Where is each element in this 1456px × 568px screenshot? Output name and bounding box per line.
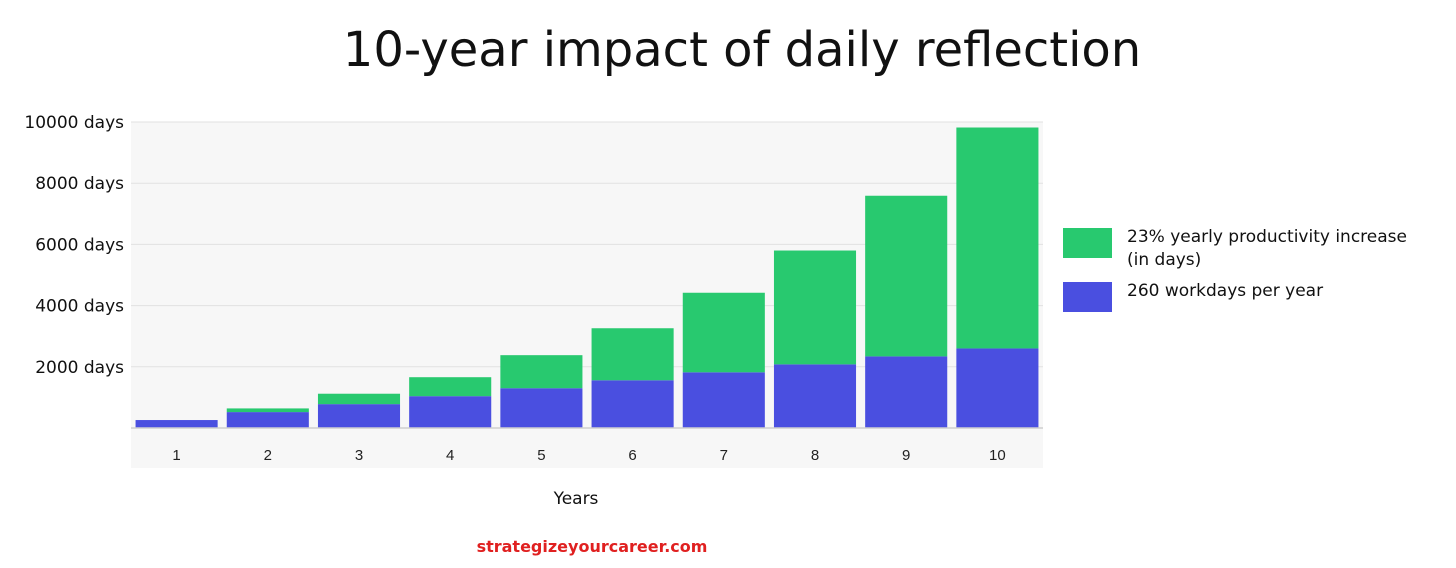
- bar-segment: [865, 195, 948, 357]
- bar-segment: [226, 408, 309, 413]
- x-tick-label: 4: [446, 447, 454, 464]
- bar-segment: [956, 348, 1039, 428]
- y-tick-label: 6000 days: [35, 235, 124, 255]
- bar-segment: [865, 356, 948, 428]
- legend-swatch: [1063, 228, 1112, 258]
- bar-segment: [135, 420, 218, 428]
- x-axis-title: Years: [553, 489, 599, 509]
- bar-segment: [226, 412, 309, 428]
- x-tick-label: 9: [902, 447, 910, 464]
- bar-segment: [317, 404, 401, 428]
- y-tick-label: 10000 days: [24, 113, 124, 133]
- y-tick-label: 4000 days: [35, 297, 124, 317]
- y-tick-label: 2000 days: [35, 358, 124, 378]
- y-tick-label: 8000 days: [35, 174, 124, 194]
- legend-label: 260 workdays per year: [1127, 281, 1323, 301]
- bar-segment: [409, 396, 492, 428]
- x-tick-label: 5: [537, 447, 545, 464]
- x-tick-label: 1: [172, 447, 180, 464]
- legend-label: 23% yearly productivity increase: [1127, 227, 1407, 247]
- legend-swatch: [1063, 282, 1112, 312]
- x-tick-label: 2: [264, 447, 272, 464]
- legend: 23% yearly productivity increase (in days…: [1063, 227, 1407, 312]
- x-tick-label: 8: [811, 447, 819, 464]
- bar-segment: [409, 377, 492, 397]
- chart-title: 10-year impact of daily reflection: [343, 22, 1141, 78]
- legend-label: (in days): [1127, 250, 1201, 270]
- bar-segment: [500, 355, 583, 389]
- footer-link[interactable]: strategizeyourcareer.com: [477, 537, 708, 556]
- bar-segment: [317, 393, 401, 405]
- bar-segment: [591, 380, 674, 428]
- x-tick-label: 6: [628, 447, 636, 464]
- bar-segment: [682, 372, 765, 428]
- bars: [135, 127, 1039, 428]
- x-tick-label: 3: [355, 447, 363, 464]
- bar-segment: [591, 328, 674, 381]
- bar-segment: [956, 127, 1039, 349]
- axes: 2000 days 4000 days 6000 days 8000 days 1000…: [24, 113, 1043, 464]
- bar-segment: [682, 292, 765, 373]
- bar-segment: [773, 364, 857, 428]
- bar-segment: [773, 250, 857, 365]
- x-tick-label: 7: [720, 447, 728, 464]
- bar-segment: [500, 388, 583, 428]
- x-tick-label: 10: [989, 447, 1006, 464]
